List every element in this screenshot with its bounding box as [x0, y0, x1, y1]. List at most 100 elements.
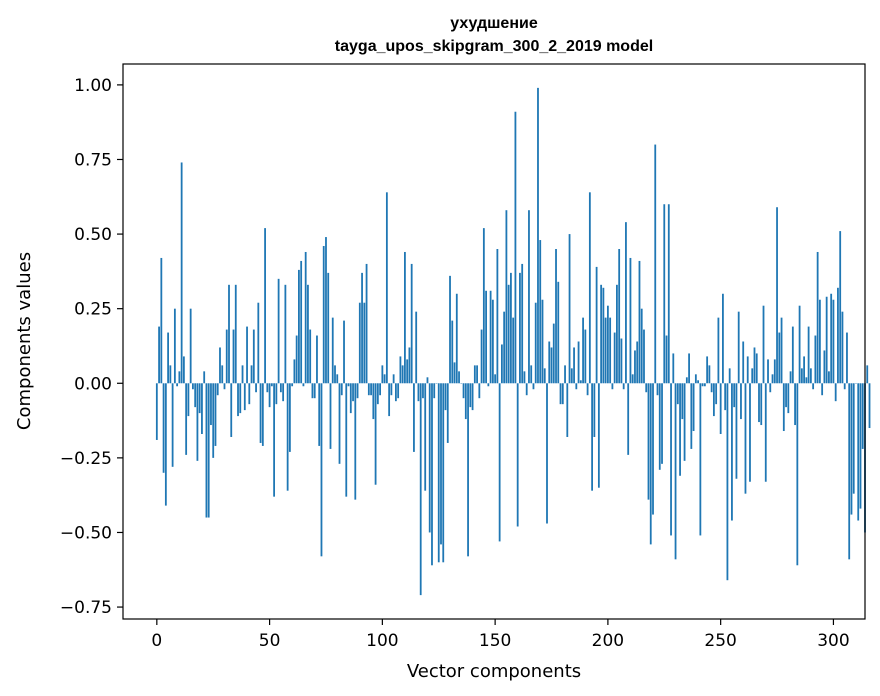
bar-156	[507, 284, 510, 384]
bar-196	[597, 383, 600, 488]
bar-309	[852, 383, 855, 494]
bar-192	[588, 192, 591, 384]
bar-91	[361, 272, 363, 384]
bar-69	[311, 383, 314, 399]
bar-88	[354, 383, 357, 500]
bar-286	[800, 368, 803, 384]
bar-184	[570, 368, 573, 384]
bar-10	[178, 371, 181, 384]
bar-149	[491, 299, 494, 384]
bar-163	[523, 371, 526, 384]
bar-127	[442, 383, 445, 563]
bar-220	[652, 383, 654, 515]
bar-164	[525, 383, 528, 396]
bar-64	[300, 260, 303, 384]
bar-215	[640, 308, 643, 384]
bar-20	[201, 383, 203, 434]
bar-254	[728, 368, 731, 384]
bar-141	[473, 365, 476, 384]
y-tick-label: 0.75	[74, 150, 112, 170]
bar-112	[408, 347, 411, 384]
bar-294	[818, 299, 821, 384]
bar-238	[692, 383, 695, 432]
bar-32	[228, 284, 230, 384]
bar-219	[649, 383, 652, 545]
bar-90	[358, 302, 361, 384]
bar-138	[467, 383, 469, 557]
bar-99	[379, 383, 381, 396]
bar-28	[219, 347, 221, 384]
bar-152	[498, 383, 501, 542]
bar-56	[282, 383, 285, 402]
bar-189	[582, 317, 584, 384]
bar-24	[210, 383, 212, 426]
bar-235	[685, 377, 688, 384]
bar-53	[275, 383, 278, 405]
y-tick-label: −0.25	[60, 449, 112, 469]
bar-243	[703, 383, 706, 387]
bar-114	[413, 383, 415, 452]
bar-93	[365, 263, 368, 384]
bar-122	[431, 383, 433, 566]
bar-212	[634, 350, 636, 384]
bar-113	[410, 263, 413, 384]
bar-150	[494, 374, 497, 384]
bar-67	[307, 284, 309, 384]
bar-40	[246, 326, 248, 384]
bar-73	[320, 383, 323, 557]
bar-194	[593, 383, 596, 437]
bar-218	[647, 383, 650, 500]
bar-5	[167, 332, 169, 384]
bar-283	[794, 383, 796, 426]
bar-200	[606, 305, 609, 384]
bar-191	[586, 383, 589, 396]
bar-232	[679, 383, 681, 476]
bar-178	[557, 281, 560, 384]
bar-50	[268, 383, 271, 408]
bar-230	[674, 383, 677, 560]
bar-96	[372, 383, 375, 420]
chart-title-line2: tayga_upos_skipgram_300_2_2019 model	[335, 38, 653, 55]
bar-131	[451, 320, 454, 384]
bar-244	[706, 356, 709, 384]
bar-245	[708, 365, 711, 384]
bar-16	[192, 383, 194, 390]
bar-277	[780, 317, 783, 384]
bar-313	[861, 383, 864, 449]
bar-201	[609, 317, 612, 384]
bar-120	[426, 377, 429, 384]
bar-281	[789, 371, 792, 384]
bar-246	[710, 383, 713, 393]
bar-271	[767, 359, 769, 384]
bar-83	[343, 320, 345, 384]
bar-29	[221, 365, 224, 384]
x-tick-label: 50	[259, 631, 281, 651]
bar-226	[665, 335, 668, 384]
bar-25	[212, 383, 215, 458]
bar-260	[742, 341, 745, 384]
y-axis-ticks: −0.75 −0.50 −0.25 0.00 0.25 0.50 0.75 1.00	[60, 76, 123, 618]
bar-74	[322, 246, 325, 384]
bar-123	[433, 383, 436, 399]
bar-255	[731, 383, 733, 521]
bar-316	[868, 383, 871, 429]
bar-19	[198, 383, 201, 414]
bar-157	[510, 272, 512, 384]
bar-54	[277, 278, 280, 384]
bar-231	[676, 383, 679, 405]
bar-109	[401, 365, 404, 384]
bar-18	[196, 383, 199, 461]
bar-9	[176, 383, 179, 387]
bar-87	[352, 383, 354, 402]
bar-236	[688, 353, 690, 384]
bar-177	[555, 249, 557, 384]
bar-234	[683, 383, 686, 461]
bar-182	[566, 383, 569, 437]
bar-70	[313, 383, 316, 399]
bar-17	[194, 383, 197, 408]
bar-102	[385, 192, 388, 384]
bar-154	[503, 311, 506, 384]
bar-187	[577, 341, 580, 384]
bar-15	[189, 308, 192, 384]
bar-266	[755, 353, 758, 384]
